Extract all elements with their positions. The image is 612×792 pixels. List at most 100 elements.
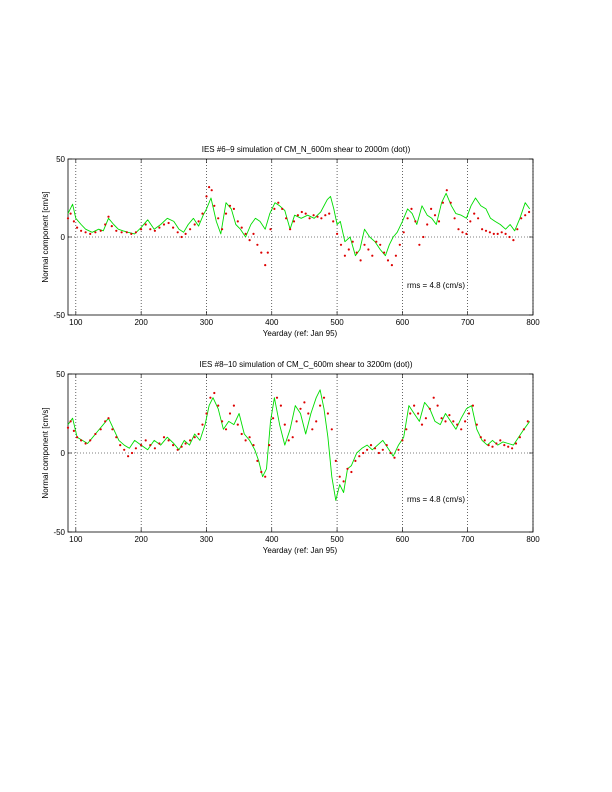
data-point [260, 470, 263, 474]
data-point [292, 220, 296, 223]
data-point [433, 214, 437, 217]
x-tick-label: 100 [69, 318, 83, 327]
axis-ticks: 100 200 300 400 500 600 700 800 -50 0 50 [53, 155, 540, 327]
data-point [488, 231, 491, 234]
data-point [484, 229, 488, 232]
x-tick-label: 600 [396, 318, 410, 327]
data-point [213, 204, 216, 207]
series-layer [66, 186, 531, 267]
x-tick-label: 700 [461, 318, 475, 327]
data-point [332, 220, 335, 223]
data-point [430, 207, 433, 210]
series-dots [66, 186, 531, 267]
grid-lines [68, 374, 534, 532]
data-point [504, 232, 507, 235]
data-point [351, 240, 354, 243]
data-point [120, 231, 123, 234]
data-point [115, 436, 118, 439]
series-dots [66, 391, 529, 483]
data-point [99, 428, 102, 431]
data-point [236, 220, 239, 223]
data-point [221, 420, 224, 423]
data-point [471, 404, 474, 407]
y-tick-label: -50 [53, 528, 65, 537]
data-point [363, 243, 366, 246]
data-point [432, 396, 435, 399]
data-point [319, 404, 322, 407]
data-point [217, 217, 220, 220]
data-point [232, 404, 235, 407]
data-point [279, 404, 282, 407]
data-point [176, 448, 179, 451]
data-point [221, 228, 224, 231]
data-point [473, 212, 476, 215]
data-point [260, 251, 263, 254]
data-point [469, 220, 472, 223]
data-point [379, 243, 382, 246]
data-point [72, 429, 75, 432]
data-point [355, 251, 358, 254]
data-point [213, 391, 216, 395]
data-point [140, 444, 143, 447]
data-point [158, 226, 161, 229]
data-point [184, 232, 187, 235]
data-point [424, 417, 427, 420]
data-point [172, 444, 175, 447]
data-point [228, 204, 232, 207]
data-point [107, 417, 110, 420]
data-point [420, 423, 424, 426]
data-point [69, 420, 72, 423]
data-point [375, 240, 378, 243]
data-point [197, 432, 200, 436]
data-point [518, 436, 522, 439]
data-point [479, 436, 482, 439]
data-point [326, 412, 329, 415]
data-point [410, 207, 413, 210]
x-tick-label: 100 [69, 535, 83, 544]
data-point [205, 195, 208, 198]
data-point [197, 220, 200, 223]
data-point [475, 423, 478, 426]
data-point [149, 228, 152, 231]
data-point [328, 212, 331, 215]
data-point [217, 404, 220, 407]
data-point [520, 217, 523, 220]
x-tick-label: 800 [526, 535, 540, 544]
data-point [336, 232, 339, 235]
data-point [303, 401, 306, 404]
data-point [289, 228, 292, 231]
data-point [209, 396, 212, 399]
data-point [371, 254, 374, 257]
data-point [252, 232, 255, 235]
y-tick-label: 50 [56, 370, 65, 379]
data-point [394, 254, 397, 257]
data-point [481, 228, 484, 231]
x-tick-label: 500 [330, 535, 344, 544]
data-point [377, 451, 380, 455]
data-point [386, 259, 390, 262]
data-point [72, 220, 75, 223]
data-point [76, 226, 79, 229]
data-point [232, 207, 235, 210]
data-point [477, 217, 480, 220]
data-point [453, 217, 456, 220]
data-point [405, 428, 408, 431]
data-point [119, 444, 122, 447]
data-point [528, 210, 531, 214]
data-point [180, 445, 183, 448]
data-point [358, 455, 361, 458]
data-point [312, 214, 315, 217]
x-axis-label: Yearday (ref: Jan 95) [263, 546, 338, 555]
data-point [134, 447, 137, 450]
data-point [127, 455, 130, 458]
data-point [483, 439, 486, 442]
data-point [426, 223, 429, 226]
x-tick-label: 400 [265, 318, 279, 327]
data-point [134, 231, 137, 234]
data-point [300, 210, 303, 214]
data-point [393, 456, 396, 459]
data-point [464, 420, 467, 423]
data-point [452, 420, 455, 423]
data-point [158, 442, 161, 445]
